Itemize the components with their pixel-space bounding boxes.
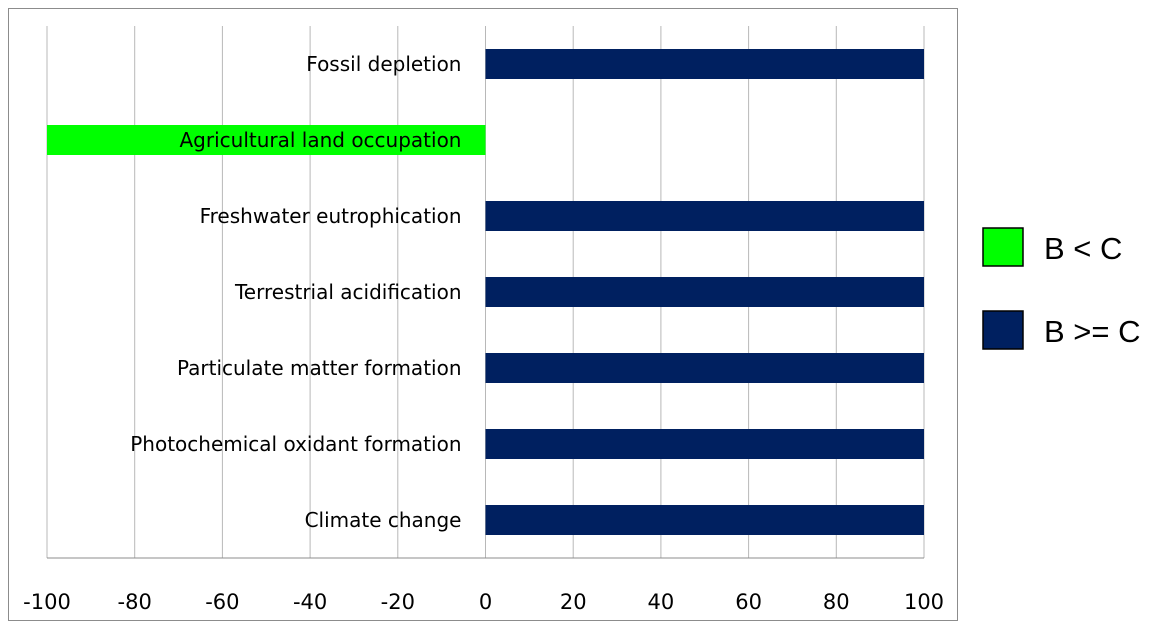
x-tick-label: 40 [648,590,675,614]
x-axis-ticks: -100 -80 -60 -40 -20 0 20 40 60 80 100 [23,590,944,614]
legend: B < C B >= C [982,227,1141,350]
legend-label: B < C [1044,231,1122,266]
bar-fossil-depletion [485,49,924,79]
x-tick-label: 60 [735,590,762,614]
category-label: Photochemical oxidant formation [130,432,461,456]
category-label: Fossil depletion [306,52,461,76]
legend-swatch-b-c [982,227,1024,267]
x-tick-label: -80 [118,590,152,614]
x-tick-label: -60 [205,590,239,614]
bar-climate-change [485,505,924,535]
legend-swatch-b-c [982,310,1024,350]
bar-agricultural-land-occupation [47,125,486,155]
x-tick-label: -40 [293,590,327,614]
x-tick-label: -20 [381,590,415,614]
legend-label: B >= C [1044,314,1141,349]
x-tick-label: 100 [904,590,944,614]
bar-particulate-matter-formation [485,353,924,383]
x-tick-label: 0 [479,590,492,614]
category-label: Climate change [305,508,462,532]
category-labels: Fossil depletion Agricultural land occupa… [130,52,461,532]
x-tick-label: -100 [23,590,71,614]
x-tick-label: 20 [560,590,587,614]
bar-terrestrial-acidification [485,277,924,307]
x-tick-label: 80 [823,590,850,614]
category-label: Freshwater eutrophication [200,204,462,228]
category-label: Terrestrial acidification [234,280,462,304]
bar-freshwater-eutrophication [485,201,924,231]
bars [47,49,924,535]
category-label: Agricultural land occupation [179,128,461,152]
category-label: Particulate matter formation [177,356,462,380]
bar-photochemical-oxidant-formation [485,429,924,459]
